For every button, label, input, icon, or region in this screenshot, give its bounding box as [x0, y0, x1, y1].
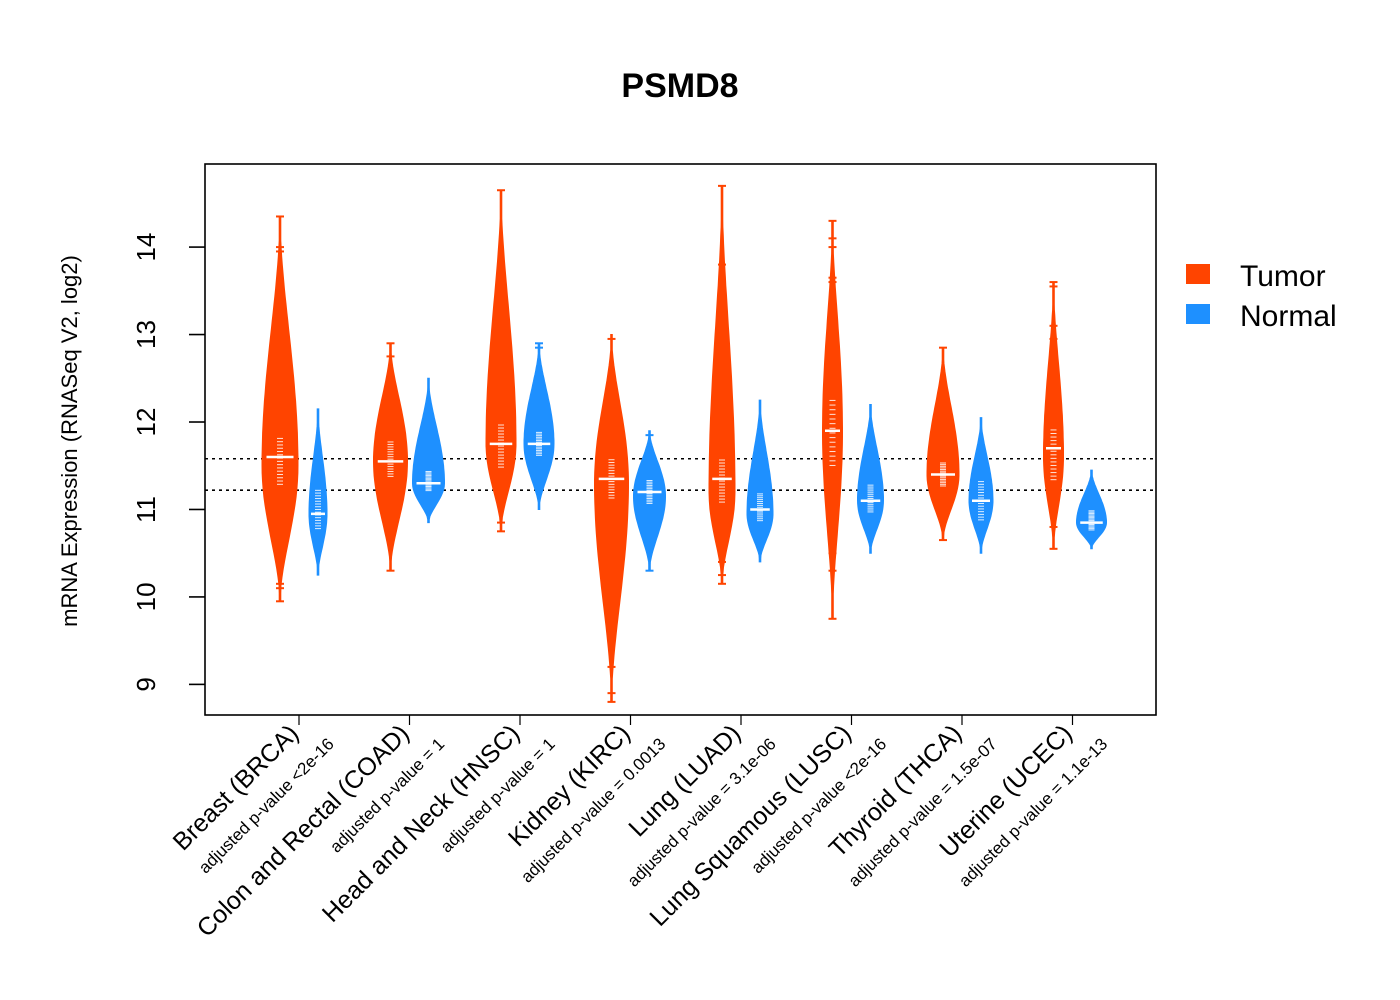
y-tick-label: 13 — [131, 320, 161, 349]
normal-violin — [523, 342, 555, 510]
y-axis: 9 10 11 12 13 14 — [131, 233, 205, 692]
legend-label-tumor: Tumor — [1240, 260, 1326, 293]
normal-violin-body — [857, 404, 884, 554]
normal-violin-body — [633, 430, 666, 572]
normal-violin — [968, 417, 994, 554]
normal-violin-body — [308, 408, 328, 576]
tumor-violin — [926, 346, 960, 542]
tumor-violin — [373, 342, 408, 572]
reference-lines — [205, 457, 1156, 492]
normal-violin — [308, 408, 328, 576]
tumor-violin-body — [485, 189, 517, 532]
tumor-violin — [822, 219, 843, 620]
normal-violin-body — [523, 342, 555, 510]
tumor-violin-body — [926, 347, 960, 541]
legend-swatch-tumor — [1186, 264, 1210, 284]
tumor-violin-body — [822, 220, 843, 620]
normal-violin-body — [1076, 469, 1107, 550]
y-tick-label: 10 — [131, 582, 161, 611]
tumor-violin-body — [594, 334, 629, 703]
tumor-violin-body — [1043, 281, 1064, 550]
normal-violin — [412, 377, 445, 524]
normal-violin — [746, 399, 774, 563]
tumor-violin — [261, 215, 299, 603]
tumor-violin — [594, 334, 629, 703]
normal-violin — [633, 430, 666, 572]
x-axis-labels: Breast (BRCA)adjusted p-value <2e-16Colo… — [168, 715, 1111, 943]
plot-frame — [204, 163, 1157, 716]
legend: Tumor Normal — [1186, 260, 1337, 333]
x-group-label: Colon and Rectal (COAD) — [192, 719, 415, 942]
y-tick-label: 14 — [131, 233, 161, 262]
tumor-violin — [485, 189, 517, 533]
violins — [261, 184, 1107, 703]
legend-swatch-normal — [1186, 304, 1210, 324]
y-tick-label: 9 — [131, 677, 161, 691]
chart-title: PSMD8 — [621, 67, 738, 105]
normal-violin — [857, 404, 884, 554]
y-axis-label: mRNA Expression (RNASeq V2, log2) — [57, 255, 82, 627]
tumor-violin-body — [708, 185, 736, 585]
tumor-violin — [1043, 281, 1064, 550]
normal-violin — [1076, 469, 1107, 550]
normal-violin-body — [412, 377, 445, 524]
legend-label-normal: Normal — [1240, 300, 1337, 333]
normal-violin-body — [746, 399, 774, 563]
y-tick-label: 12 — [131, 408, 161, 437]
normal-violin-body — [968, 417, 994, 554]
tumor-violin — [708, 184, 736, 585]
y-tick-label: 11 — [131, 496, 161, 523]
